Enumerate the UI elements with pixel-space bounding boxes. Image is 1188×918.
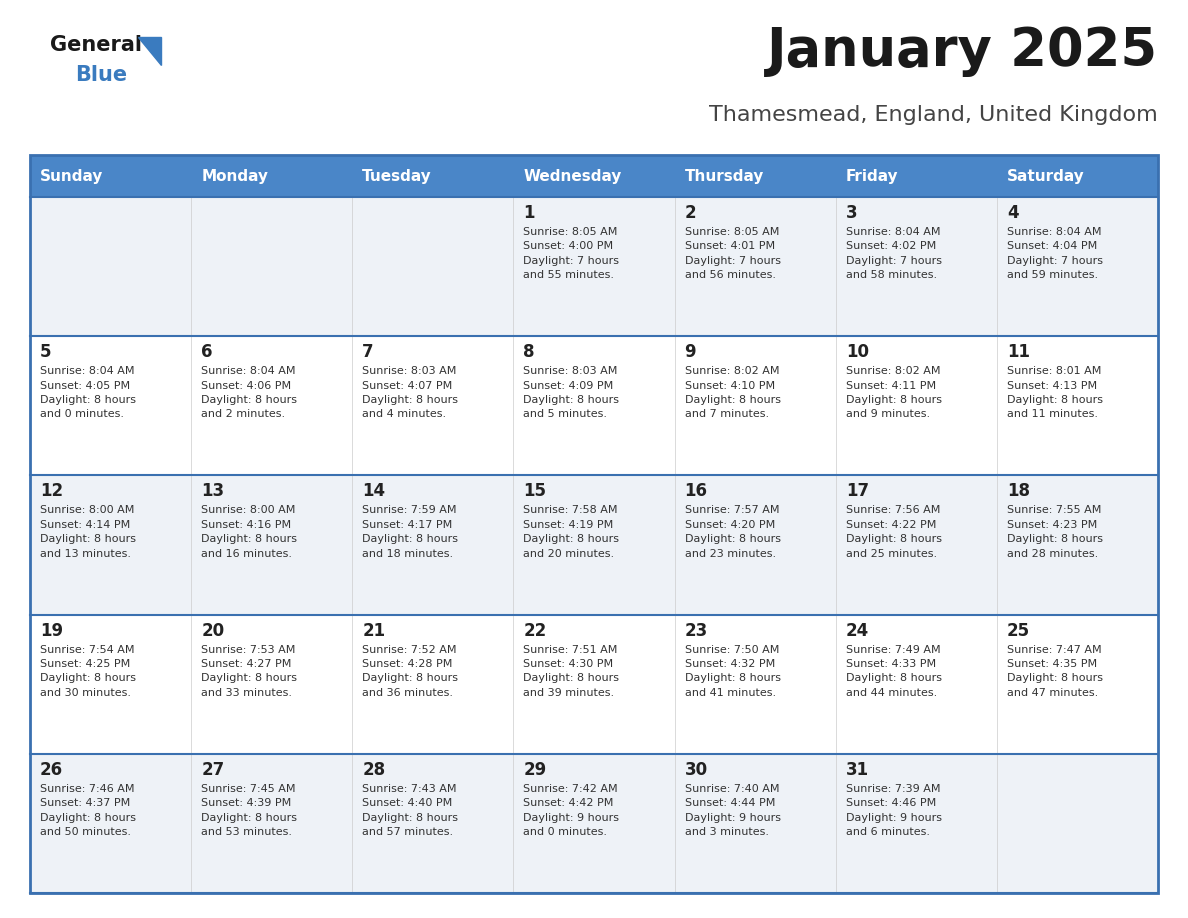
Text: 23: 23 <box>684 621 708 640</box>
Text: 31: 31 <box>846 761 868 778</box>
Text: Sunrise: 8:04 AM
Sunset: 4:04 PM
Daylight: 7 hours
and 59 minutes.: Sunrise: 8:04 AM Sunset: 4:04 PM Dayligh… <box>1007 227 1102 280</box>
Text: General: General <box>50 35 143 55</box>
Text: Sunrise: 7:42 AM
Sunset: 4:42 PM
Daylight: 9 hours
and 0 minutes.: Sunrise: 7:42 AM Sunset: 4:42 PM Dayligh… <box>524 784 619 837</box>
Text: Sunrise: 7:52 AM
Sunset: 4:28 PM
Daylight: 8 hours
and 36 minutes.: Sunrise: 7:52 AM Sunset: 4:28 PM Dayligh… <box>362 644 459 698</box>
Text: 2: 2 <box>684 204 696 222</box>
Text: 24: 24 <box>846 621 868 640</box>
Text: Sunrise: 8:04 AM
Sunset: 4:06 PM
Daylight: 8 hours
and 2 minutes.: Sunrise: 8:04 AM Sunset: 4:06 PM Dayligh… <box>201 366 297 420</box>
Text: Sunrise: 8:02 AM
Sunset: 4:10 PM
Daylight: 8 hours
and 7 minutes.: Sunrise: 8:02 AM Sunset: 4:10 PM Dayligh… <box>684 366 781 420</box>
Text: Sunrise: 8:00 AM
Sunset: 4:16 PM
Daylight: 8 hours
and 16 minutes.: Sunrise: 8:00 AM Sunset: 4:16 PM Dayligh… <box>201 506 297 558</box>
Text: January 2025: January 2025 <box>767 25 1158 77</box>
Text: Sunrise: 7:59 AM
Sunset: 4:17 PM
Daylight: 8 hours
and 18 minutes.: Sunrise: 7:59 AM Sunset: 4:17 PM Dayligh… <box>362 506 459 558</box>
Text: 12: 12 <box>40 482 63 500</box>
Text: 17: 17 <box>846 482 868 500</box>
Text: 28: 28 <box>362 761 385 778</box>
Text: Sunrise: 8:02 AM
Sunset: 4:11 PM
Daylight: 8 hours
and 9 minutes.: Sunrise: 8:02 AM Sunset: 4:11 PM Dayligh… <box>846 366 942 420</box>
Text: Sunrise: 7:50 AM
Sunset: 4:32 PM
Daylight: 8 hours
and 41 minutes.: Sunrise: 7:50 AM Sunset: 4:32 PM Dayligh… <box>684 644 781 698</box>
Text: Sunrise: 8:01 AM
Sunset: 4:13 PM
Daylight: 8 hours
and 11 minutes.: Sunrise: 8:01 AM Sunset: 4:13 PM Dayligh… <box>1007 366 1102 420</box>
Text: 27: 27 <box>201 761 225 778</box>
Text: Sunrise: 8:04 AM
Sunset: 4:02 PM
Daylight: 7 hours
and 58 minutes.: Sunrise: 8:04 AM Sunset: 4:02 PM Dayligh… <box>846 227 942 280</box>
Text: 14: 14 <box>362 482 385 500</box>
Text: 30: 30 <box>684 761 708 778</box>
Bar <box>835 155 997 197</box>
Text: Sunrise: 7:46 AM
Sunset: 4:37 PM
Daylight: 8 hours
and 50 minutes.: Sunrise: 7:46 AM Sunset: 4:37 PM Dayligh… <box>40 784 135 837</box>
Text: Thursday: Thursday <box>684 169 764 184</box>
Text: 9: 9 <box>684 343 696 361</box>
Text: 29: 29 <box>524 761 546 778</box>
Bar <box>191 155 353 197</box>
Text: Monday: Monday <box>201 169 268 184</box>
Text: Sunrise: 8:05 AM
Sunset: 4:01 PM
Daylight: 7 hours
and 56 minutes.: Sunrise: 8:05 AM Sunset: 4:01 PM Dayligh… <box>684 227 781 280</box>
Bar <box>30 155 1158 893</box>
Text: 21: 21 <box>362 621 385 640</box>
Text: Sunrise: 7:47 AM
Sunset: 4:35 PM
Daylight: 8 hours
and 47 minutes.: Sunrise: 7:47 AM Sunset: 4:35 PM Dayligh… <box>1007 644 1102 698</box>
Bar <box>997 155 1158 197</box>
Text: Sunrise: 7:57 AM
Sunset: 4:20 PM
Daylight: 8 hours
and 23 minutes.: Sunrise: 7:57 AM Sunset: 4:20 PM Dayligh… <box>684 506 781 558</box>
Text: Tuesday: Tuesday <box>362 169 432 184</box>
Polygon shape <box>138 37 162 65</box>
Text: 19: 19 <box>40 621 63 640</box>
Text: 4: 4 <box>1007 204 1018 222</box>
Text: 16: 16 <box>684 482 708 500</box>
Text: Sunrise: 7:43 AM
Sunset: 4:40 PM
Daylight: 8 hours
and 57 minutes.: Sunrise: 7:43 AM Sunset: 4:40 PM Dayligh… <box>362 784 459 837</box>
Bar <box>30 336 1158 476</box>
Text: Sunrise: 7:40 AM
Sunset: 4:44 PM
Daylight: 9 hours
and 3 minutes.: Sunrise: 7:40 AM Sunset: 4:44 PM Dayligh… <box>684 784 781 837</box>
Text: Sunrise: 7:55 AM
Sunset: 4:23 PM
Daylight: 8 hours
and 28 minutes.: Sunrise: 7:55 AM Sunset: 4:23 PM Dayligh… <box>1007 506 1102 558</box>
Text: 10: 10 <box>846 343 868 361</box>
Text: Wednesday: Wednesday <box>524 169 621 184</box>
Text: 18: 18 <box>1007 482 1030 500</box>
Bar <box>30 197 1158 336</box>
Text: Sunrise: 8:05 AM
Sunset: 4:00 PM
Daylight: 7 hours
and 55 minutes.: Sunrise: 8:05 AM Sunset: 4:00 PM Dayligh… <box>524 227 619 280</box>
Bar <box>30 476 1158 614</box>
Text: Thamesmead, England, United Kingdom: Thamesmead, England, United Kingdom <box>709 105 1158 125</box>
Text: Sunrise: 7:51 AM
Sunset: 4:30 PM
Daylight: 8 hours
and 39 minutes.: Sunrise: 7:51 AM Sunset: 4:30 PM Dayligh… <box>524 644 619 698</box>
Text: Sunrise: 8:00 AM
Sunset: 4:14 PM
Daylight: 8 hours
and 13 minutes.: Sunrise: 8:00 AM Sunset: 4:14 PM Dayligh… <box>40 506 135 558</box>
Text: 7: 7 <box>362 343 374 361</box>
Text: Friday: Friday <box>846 169 898 184</box>
Bar <box>30 614 1158 754</box>
Text: Sunrise: 7:45 AM
Sunset: 4:39 PM
Daylight: 8 hours
and 53 minutes.: Sunrise: 7:45 AM Sunset: 4:39 PM Dayligh… <box>201 784 297 837</box>
Text: 1: 1 <box>524 204 535 222</box>
Text: 5: 5 <box>40 343 51 361</box>
Text: Sunrise: 7:54 AM
Sunset: 4:25 PM
Daylight: 8 hours
and 30 minutes.: Sunrise: 7:54 AM Sunset: 4:25 PM Dayligh… <box>40 644 135 698</box>
Bar <box>30 754 1158 893</box>
Text: Sunrise: 7:58 AM
Sunset: 4:19 PM
Daylight: 8 hours
and 20 minutes.: Sunrise: 7:58 AM Sunset: 4:19 PM Dayligh… <box>524 506 619 558</box>
Text: Sunrise: 8:03 AM
Sunset: 4:09 PM
Daylight: 8 hours
and 5 minutes.: Sunrise: 8:03 AM Sunset: 4:09 PM Dayligh… <box>524 366 619 420</box>
Text: 20: 20 <box>201 621 225 640</box>
Text: Sunrise: 7:49 AM
Sunset: 4:33 PM
Daylight: 8 hours
and 44 minutes.: Sunrise: 7:49 AM Sunset: 4:33 PM Dayligh… <box>846 644 942 698</box>
Text: 26: 26 <box>40 761 63 778</box>
Bar <box>30 155 191 197</box>
Bar <box>353 155 513 197</box>
Text: 22: 22 <box>524 621 546 640</box>
Text: Saturday: Saturday <box>1007 169 1085 184</box>
Text: Sunrise: 8:03 AM
Sunset: 4:07 PM
Daylight: 8 hours
and 4 minutes.: Sunrise: 8:03 AM Sunset: 4:07 PM Dayligh… <box>362 366 459 420</box>
Text: Blue: Blue <box>75 65 127 85</box>
Text: 11: 11 <box>1007 343 1030 361</box>
Text: 3: 3 <box>846 204 858 222</box>
Text: 6: 6 <box>201 343 213 361</box>
Text: Sunday: Sunday <box>40 169 103 184</box>
Bar <box>513 155 675 197</box>
Text: 8: 8 <box>524 343 535 361</box>
Text: 13: 13 <box>201 482 225 500</box>
Text: Sunrise: 8:04 AM
Sunset: 4:05 PM
Daylight: 8 hours
and 0 minutes.: Sunrise: 8:04 AM Sunset: 4:05 PM Dayligh… <box>40 366 135 420</box>
Bar <box>675 155 835 197</box>
Text: Sunrise: 7:53 AM
Sunset: 4:27 PM
Daylight: 8 hours
and 33 minutes.: Sunrise: 7:53 AM Sunset: 4:27 PM Dayligh… <box>201 644 297 698</box>
Text: Sunrise: 7:56 AM
Sunset: 4:22 PM
Daylight: 8 hours
and 25 minutes.: Sunrise: 7:56 AM Sunset: 4:22 PM Dayligh… <box>846 506 942 558</box>
Text: Sunrise: 7:39 AM
Sunset: 4:46 PM
Daylight: 9 hours
and 6 minutes.: Sunrise: 7:39 AM Sunset: 4:46 PM Dayligh… <box>846 784 942 837</box>
Text: 25: 25 <box>1007 621 1030 640</box>
Text: 15: 15 <box>524 482 546 500</box>
